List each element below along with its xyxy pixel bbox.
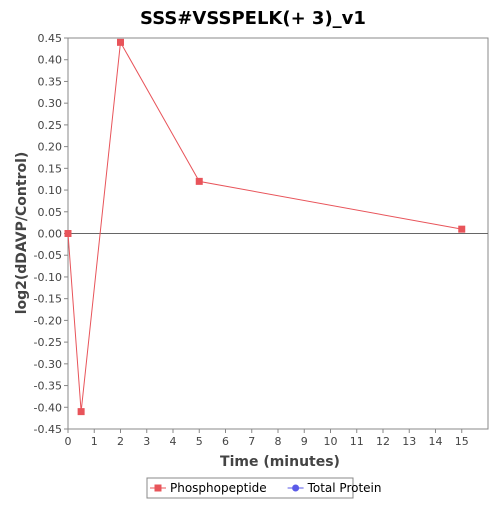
x-tick-label: 14 bbox=[429, 435, 443, 448]
y-tick-label: 0.45 bbox=[38, 32, 63, 45]
data-point bbox=[117, 38, 124, 46]
y-tick-label: -0.40 bbox=[34, 401, 62, 414]
y-tick-label: -0.25 bbox=[34, 336, 62, 349]
data-point bbox=[195, 177, 203, 185]
legend: Phosphopeptide Total Protein bbox=[146, 477, 382, 499]
data-point bbox=[64, 230, 72, 237]
data-point bbox=[77, 408, 85, 416]
y-tick-label: -0.10 bbox=[34, 271, 62, 284]
legend-box bbox=[146, 477, 354, 499]
x-tick-label: 9 bbox=[301, 435, 308, 448]
x-tick-label: 2 bbox=[117, 435, 124, 448]
x-tick-label: 8 bbox=[275, 435, 282, 448]
y-tick-label: 0.05 bbox=[38, 206, 63, 219]
y-axis: 0.45 0.40 0.35 0.30 0.25 0.20 0.15 0.10 0.05 0.00… bbox=[34, 32, 68, 436]
series-layer bbox=[64, 38, 466, 416]
x-tick-label: 3 bbox=[143, 435, 150, 448]
y-tick-label: -0.45 bbox=[34, 423, 62, 436]
x-axis: 0 1 2 3 4 5 6 7 8 9 10 11 12 13 14 15 bbox=[65, 429, 469, 448]
y-tick-label: 0.15 bbox=[38, 162, 63, 175]
data-point bbox=[458, 225, 466, 233]
legend-marker bbox=[154, 484, 162, 492]
y-tick-label: -0.05 bbox=[34, 249, 62, 262]
y-axis-label: log2(dDAVP/Control) bbox=[14, 152, 30, 315]
x-tick-label: 7 bbox=[248, 435, 255, 448]
y-tick-label: 0.25 bbox=[38, 119, 63, 132]
y-tick-label: 0.10 bbox=[38, 184, 63, 197]
y-tick-label: -0.15 bbox=[34, 293, 62, 306]
legend-marker bbox=[292, 484, 300, 492]
x-axis-label: Time (minutes) bbox=[220, 454, 340, 470]
y-tick-label: -0.20 bbox=[34, 314, 62, 327]
legend-label: Total Protein bbox=[307, 481, 382, 495]
x-tick-label: 11 bbox=[350, 435, 364, 448]
x-tick-label: 0 bbox=[65, 435, 72, 448]
y-tick-label: -0.30 bbox=[34, 358, 62, 371]
x-tick-label: 10 bbox=[324, 435, 338, 448]
x-tick-label: 5 bbox=[196, 435, 203, 448]
legend-label: Phosphopeptide bbox=[170, 481, 267, 495]
x-tick-label: 15 bbox=[455, 435, 469, 448]
x-tick-label: 4 bbox=[170, 435, 177, 448]
y-tick-label: -0.35 bbox=[34, 380, 62, 393]
y-tick-label: 0.30 bbox=[38, 97, 63, 110]
x-tick-label: 12 bbox=[376, 435, 390, 448]
x-tick-label: 13 bbox=[402, 435, 416, 448]
y-tick-label: 0.00 bbox=[38, 228, 63, 241]
x-tick-label: 1 bbox=[91, 435, 98, 448]
y-tick-label: 0.20 bbox=[38, 141, 63, 154]
chart-title: SSS#VSSPELK(+ 3)_v1 bbox=[140, 8, 366, 29]
y-tick-label: 0.35 bbox=[38, 75, 63, 88]
y-tick-label: 0.40 bbox=[38, 54, 63, 67]
x-tick-label: 6 bbox=[222, 435, 229, 448]
